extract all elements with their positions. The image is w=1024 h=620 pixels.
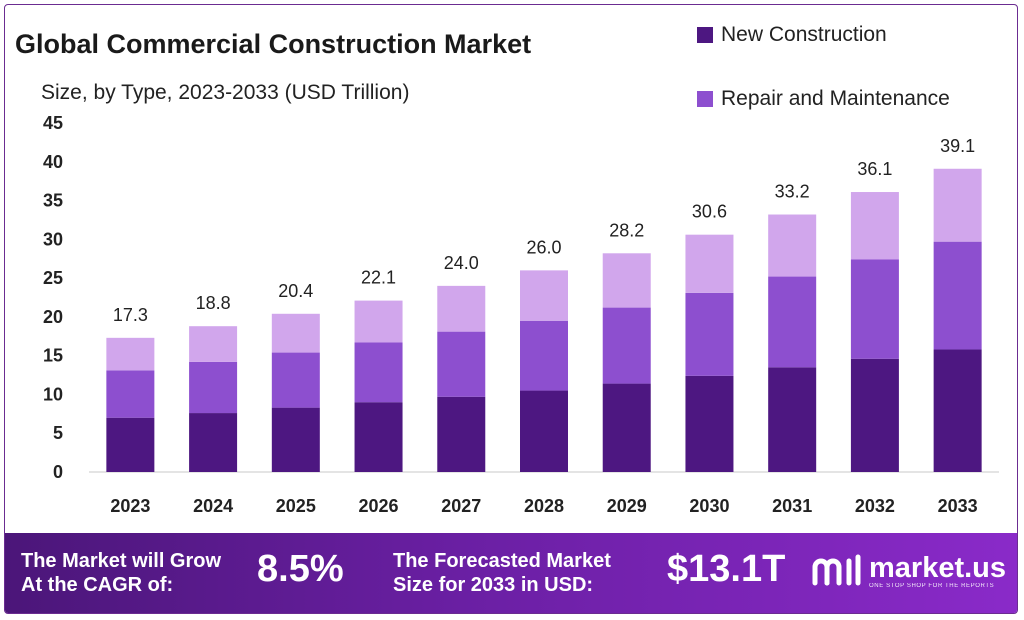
forecast-value: $13.1T [667, 548, 786, 590]
legend-swatch-repair-maintenance [697, 91, 713, 107]
forecast-label-line1: The Forecasted Market [393, 550, 611, 572]
y-tick-label: 30 [43, 229, 63, 249]
bar-repair-maintenance-lower [520, 320, 568, 391]
bar-new-construction [602, 383, 651, 472]
bar-new-construction [685, 375, 734, 472]
x-tick-label: 2027 [441, 496, 481, 516]
bar-repair-maintenance-upper [602, 253, 651, 308]
brand-name: market.us [869, 552, 1007, 584]
bar-repair-maintenance-upper [685, 234, 734, 293]
bar-repair-maintenance-upper [850, 192, 899, 260]
bar-repair-maintenance-upper [354, 300, 403, 343]
data-label-total: 36.1 [857, 159, 892, 179]
x-tick-label: 2025 [276, 496, 316, 516]
data-label-total: 17.3 [113, 305, 148, 325]
legend-swatch-new-construction [697, 27, 713, 43]
data-label-total: 24.0 [444, 253, 479, 273]
forecast-label: The Forecasted Market Size for 2033 in U… [393, 549, 611, 597]
bar-repair-maintenance-lower [685, 292, 734, 376]
bar-repair-maintenance-lower [106, 370, 155, 418]
y-tick-label: 35 [43, 191, 63, 211]
y-tick-label: 10 [43, 384, 63, 404]
bar-new-construction [106, 417, 155, 472]
stacked-bar-chart: 05101520253035404517.3202318.8202420.420… [43, 113, 999, 516]
bar-new-construction [768, 367, 817, 472]
x-tick-label: 2029 [607, 496, 647, 516]
x-tick-label: 2023 [110, 496, 150, 516]
x-tick-label: 2024 [193, 496, 233, 516]
bar-repair-maintenance-upper [520, 270, 568, 321]
data-label-total: 18.8 [196, 293, 231, 313]
bar-repair-maintenance-lower [933, 241, 982, 350]
legend-label-new-construction: New Construction [721, 23, 887, 46]
y-tick-label: 25 [43, 268, 63, 288]
bar-repair-maintenance-lower [768, 276, 817, 368]
bar-repair-maintenance-upper [271, 313, 320, 353]
data-label-total: 30.6 [692, 202, 727, 222]
bar-repair-maintenance-lower [602, 307, 651, 384]
data-label-total: 39.1 [940, 136, 975, 156]
y-tick-label: 40 [43, 152, 63, 172]
brand-text: market.us ONE STOP SHOP FOR THE REPORTS [869, 553, 1006, 589]
bar-repair-maintenance-lower [437, 331, 486, 397]
bar-new-construction [189, 413, 238, 472]
bar-repair-maintenance-lower [354, 342, 403, 403]
cagr-label: The Market will Grow At the CAGR of: [21, 549, 221, 597]
brand-tagline: ONE STOP SHOP FOR THE REPORTS [869, 583, 995, 589]
bar-repair-maintenance-upper [189, 326, 238, 362]
y-tick-label: 5 [53, 423, 63, 443]
y-tick-label: 45 [43, 113, 63, 133]
bar-repair-maintenance-upper [437, 285, 486, 332]
x-tick-label: 2030 [689, 496, 729, 516]
y-tick-label: 15 [43, 346, 63, 366]
brand: market.us ONE STOP SHOP FOR THE REPORTS [811, 553, 1006, 589]
chart-title: Global Commercial Construction Market [15, 29, 532, 59]
bar-new-construction [354, 402, 403, 472]
bar-new-construction [933, 349, 982, 472]
chart-card: Global Commercial Construction Market Si… [4, 4, 1018, 614]
bar-new-construction [437, 396, 486, 472]
footer-banner: The Market will Grow At the CAGR of: 8.5… [5, 533, 1017, 613]
cagr-label-line2: At the CAGR of: [21, 574, 174, 596]
data-label-total: 33.2 [775, 182, 810, 202]
market-us-logo-icon [812, 554, 861, 586]
bar-repair-maintenance-upper [768, 214, 817, 277]
x-tick-label: 2031 [772, 496, 812, 516]
bar-new-construction [850, 358, 899, 472]
forecast-label-line2: Size for 2033 in USD: [393, 574, 594, 596]
y-tick-label: 20 [43, 307, 63, 327]
data-label-total: 20.4 [278, 281, 313, 301]
bar-new-construction [520, 390, 568, 472]
data-label-total: 28.2 [609, 220, 644, 240]
bar-repair-maintenance-upper [933, 168, 982, 242]
bar-repair-maintenance-lower [850, 259, 899, 359]
cagr-label-line1: The Market will Grow [21, 550, 222, 572]
data-label-total: 26.0 [526, 237, 561, 257]
x-tick-label: 2032 [855, 496, 895, 516]
bar-repair-maintenance-upper [106, 337, 155, 371]
legend-item-new-construction: New Construction [697, 23, 887, 47]
legend-item-repair-maintenance: Repair and Maintenance [697, 87, 950, 111]
chart-subtitle: Size, by Type, 2023-2033 (USD Trillion) [41, 81, 410, 104]
data-label-total: 22.1 [361, 268, 396, 288]
bar-new-construction [271, 407, 320, 472]
bar-repair-maintenance-lower [189, 361, 238, 414]
x-tick-label: 2026 [359, 496, 399, 516]
legend-label-repair-maintenance: Repair and Maintenance [721, 87, 950, 110]
bar-repair-maintenance-lower [271, 352, 320, 408]
x-tick-label: 2033 [938, 496, 978, 516]
y-tick-label: 0 [53, 462, 63, 482]
cagr-value: 8.5% [257, 548, 344, 590]
x-tick-label: 2028 [524, 496, 564, 516]
